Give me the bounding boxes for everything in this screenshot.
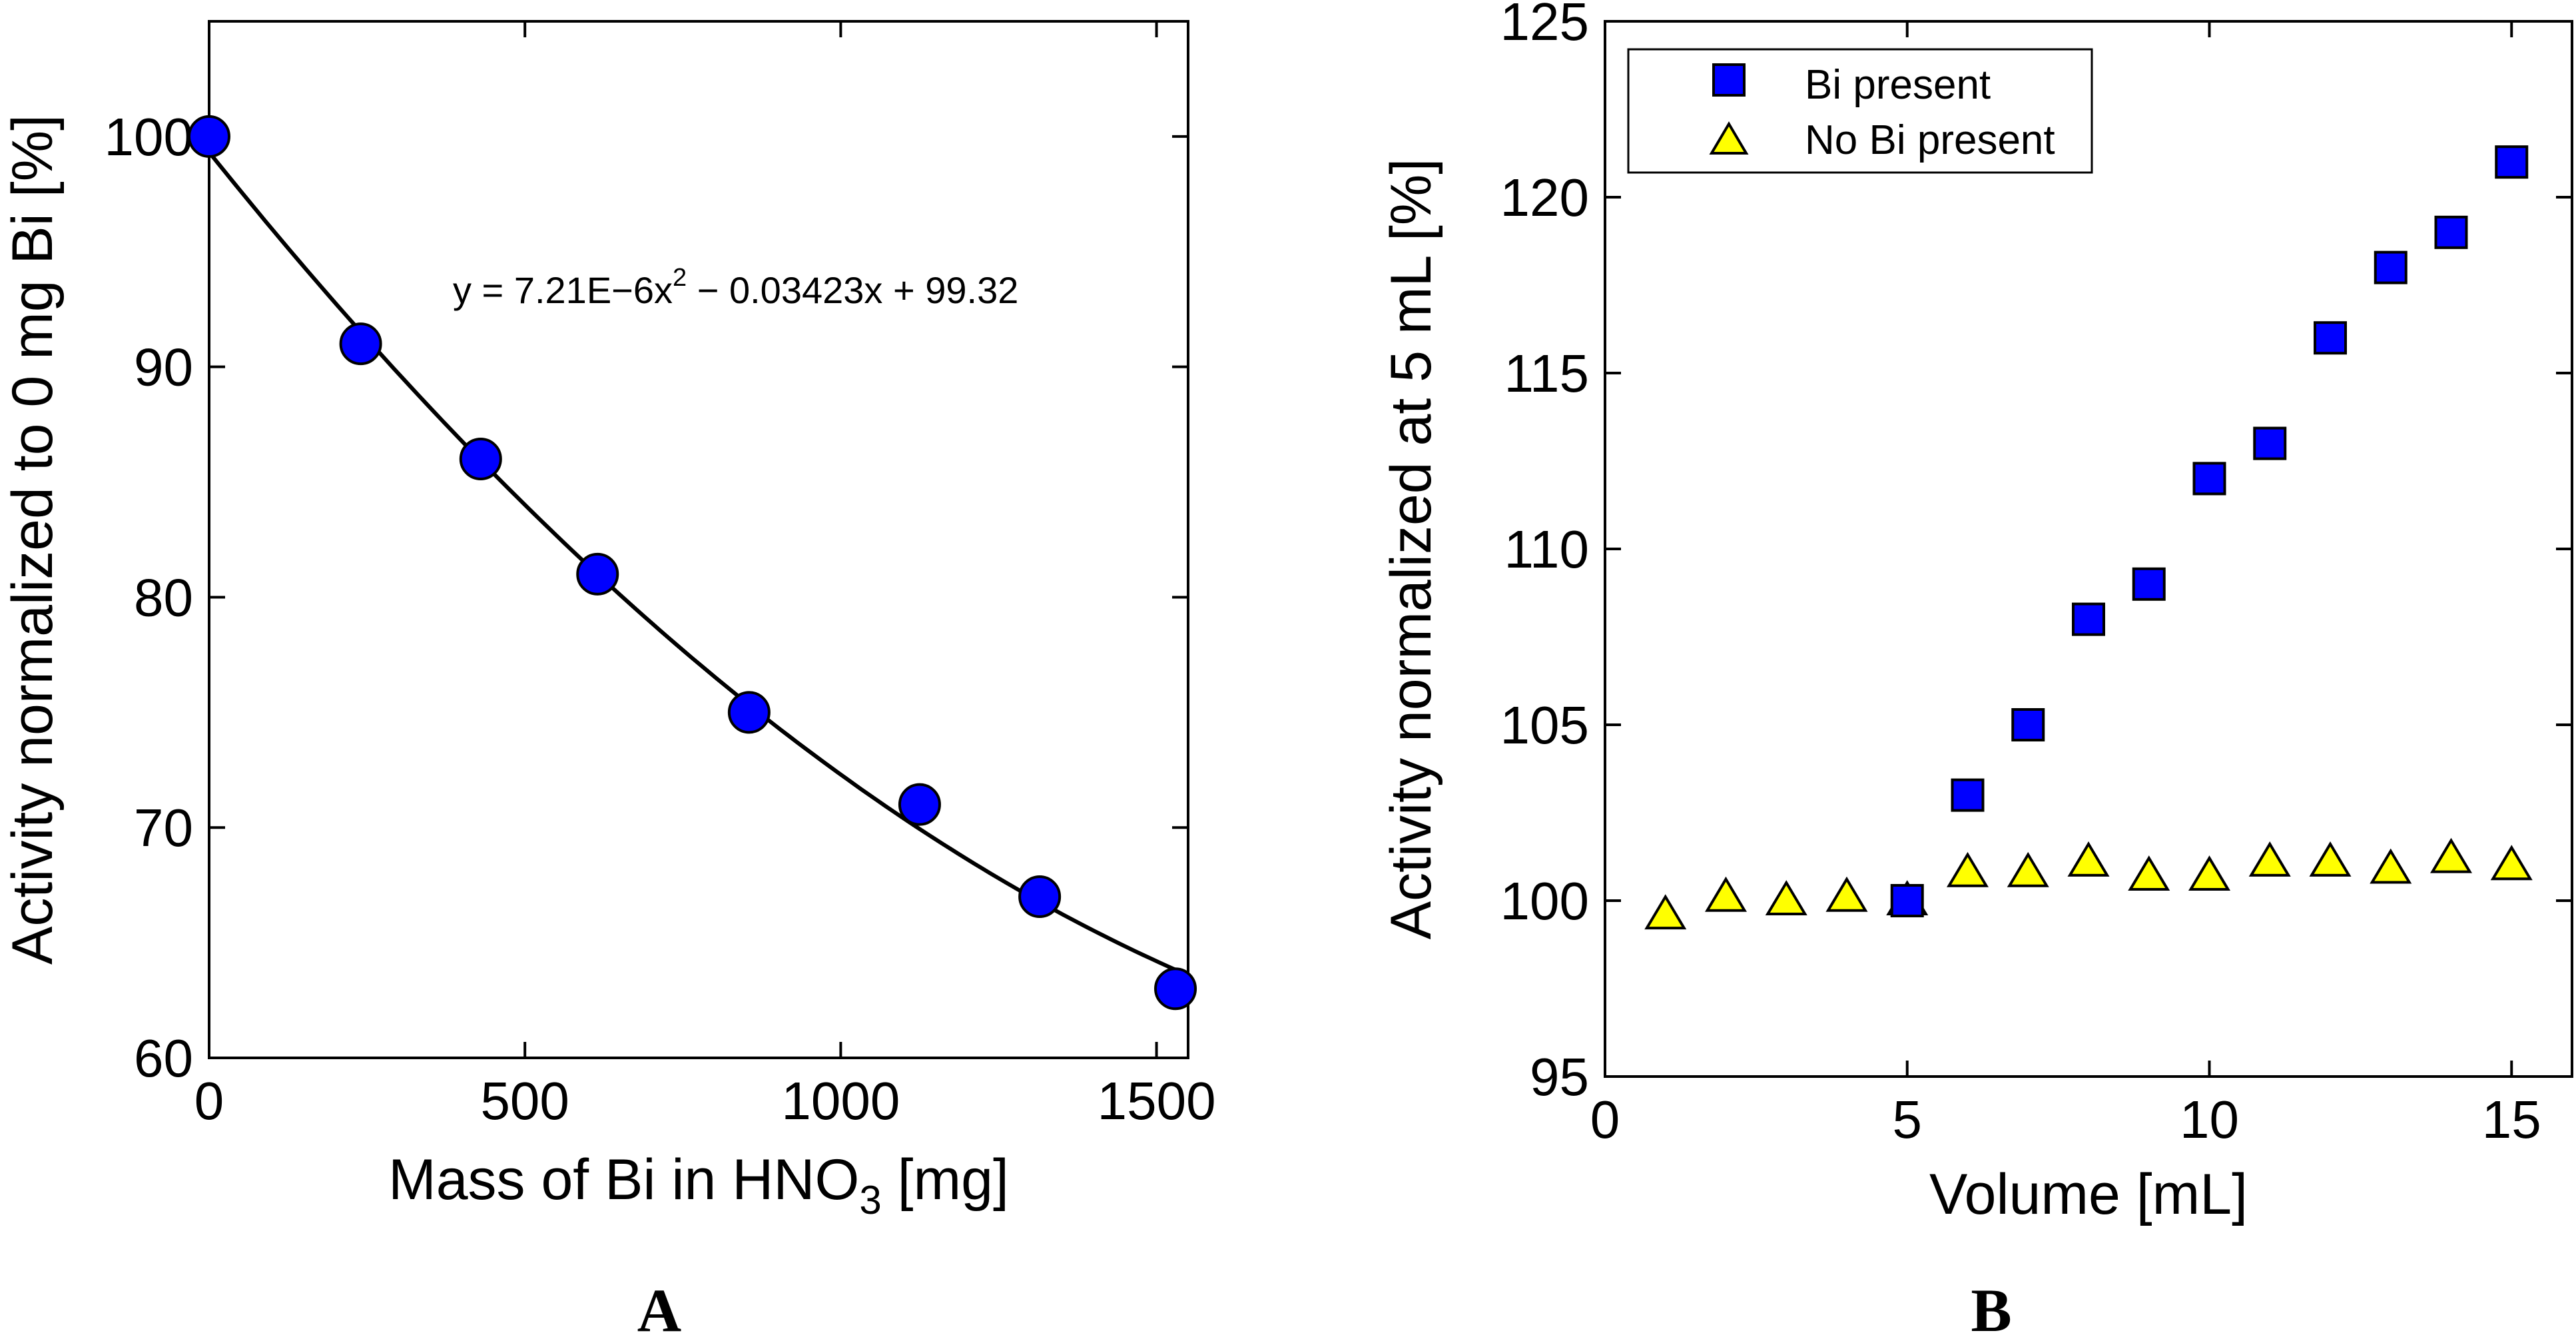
data-point-no-bi-present: [1704, 876, 1748, 912]
legend-label-no-bi-present: No Bi present: [1805, 117, 2055, 163]
data-point: [727, 691, 771, 734]
chart-a-y-axis-label: Activity normalized to 0 mg Bi [%]: [1, 115, 65, 965]
chart-a-equation: y = 7.21E−6x2 − 0.03423x + 99.32: [453, 264, 1018, 311]
data-point-no-bi-present: [2128, 855, 2170, 891]
x-tick-label: 10: [2180, 1090, 2239, 1149]
data-point: [898, 783, 941, 826]
data-point-no-bi-present: [2188, 855, 2231, 891]
data-point: [1018, 875, 1062, 918]
data-point-no-bi-present: [1946, 851, 1989, 887]
data-point-bi-present: [2253, 426, 2287, 460]
data-point-bi-present: [2374, 250, 2408, 284]
data-point: [459, 437, 502, 480]
chart-a: 0 500 1000 1500 60 70 80 90 100 y = 7.21E−6x2 − …: [1, 20, 1216, 1339]
legend-marker-no-bi-present: [1709, 121, 1749, 155]
legend-box: [1627, 48, 2093, 174]
data-point-no-bi-present: [2370, 848, 2412, 884]
x-tick-label: 15: [2482, 1090, 2541, 1149]
data-point-no-bi-present: [2309, 841, 2352, 877]
chart-b-legend: Bi present No Bi present: [1627, 48, 2093, 174]
x-tick-label: 1500: [1098, 1071, 1216, 1130]
data-point-bi-present: [2072, 602, 2105, 636]
x-tick-label: 0: [194, 1071, 224, 1130]
legend-marker-bi-present: [1712, 63, 1746, 97]
y-tick-label: 105: [1500, 695, 1589, 755]
chart-a-panel-label: A: [637, 1276, 681, 1339]
y-tick-label: 70: [134, 798, 193, 857]
data-point-bi-present: [2434, 215, 2468, 249]
y-tick-label: 110: [1504, 520, 1589, 579]
y-tick-label: 125: [1500, 0, 1589, 51]
chart-b-x-axis-label: Volume [mL]: [1929, 1162, 2248, 1226]
chart-a-tick-labels: 0 500 1000 1500 60 70 80 90 100: [105, 107, 1216, 1130]
x-tick-label: 1000: [781, 1071, 900, 1130]
chart-b: 0 5 10 15 95 100 105 110 115 120 125 Bi present No…: [1379, 0, 2573, 1339]
chart-b-plot-frame: [1604, 20, 2573, 1078]
chart-b-y-axis-label: Activity normalized at 5 mL [%]: [1379, 159, 1443, 940]
y-tick-label: 80: [134, 568, 193, 627]
data-point-bi-present: [2495, 145, 2529, 179]
legend-label-bi-present: Bi present: [1805, 62, 1991, 108]
data-point-no-bi-present: [2490, 845, 2533, 881]
data-point: [188, 115, 230, 158]
data-point-bi-present: [2192, 462, 2226, 496]
x-tick-label: 500: [480, 1071, 569, 1130]
y-tick-label: 95: [1530, 1047, 1589, 1107]
x-tick-label: 5: [1893, 1090, 1923, 1149]
data-point-bi-present: [2011, 708, 2045, 741]
data-point-bi-present: [1890, 884, 1924, 917]
data-point-no-bi-present: [2067, 841, 2110, 877]
data-point-bi-present: [1951, 778, 1985, 812]
data-point: [576, 552, 619, 596]
data-point-no-bi-present: [1644, 894, 1687, 930]
y-tick-label: 115: [1504, 344, 1589, 403]
chart-a-points: [188, 115, 1197, 1011]
chart-a-plot-frame: [208, 20, 1189, 1059]
y-tick-label: 100: [1500, 871, 1589, 931]
data-point-bi-present: [2132, 567, 2166, 601]
chart-b-points: [1644, 145, 2533, 930]
data-point: [1154, 967, 1197, 1011]
data-point: [339, 322, 382, 366]
chart-b-tick-labels: 0 5 10 15 95 100 105 110 115 120 125: [1500, 0, 2541, 1149]
data-point-bi-present: [2314, 321, 2347, 355]
chart-b-ticks: [1604, 20, 2572, 1078]
x-tick-label: 0: [1590, 1090, 1620, 1149]
data-point-no-bi-present: [2429, 837, 2473, 873]
data-point-no-bi-present: [1825, 876, 1868, 912]
y-tick-label: 90: [134, 338, 193, 397]
y-tick-label: 60: [134, 1029, 193, 1088]
chart-a-x-axis-label: Mass of Bi in HNO3 [mg]: [388, 1148, 1009, 1222]
chart-b-panel-label: B: [1971, 1276, 2011, 1339]
data-point-no-bi-present: [2248, 841, 2291, 877]
y-tick-label: 100: [105, 107, 193, 167]
data-point-no-bi-present: [1765, 880, 1807, 915]
y-tick-label: 120: [1500, 168, 1589, 227]
data-point-no-bi-present: [2007, 851, 2049, 887]
